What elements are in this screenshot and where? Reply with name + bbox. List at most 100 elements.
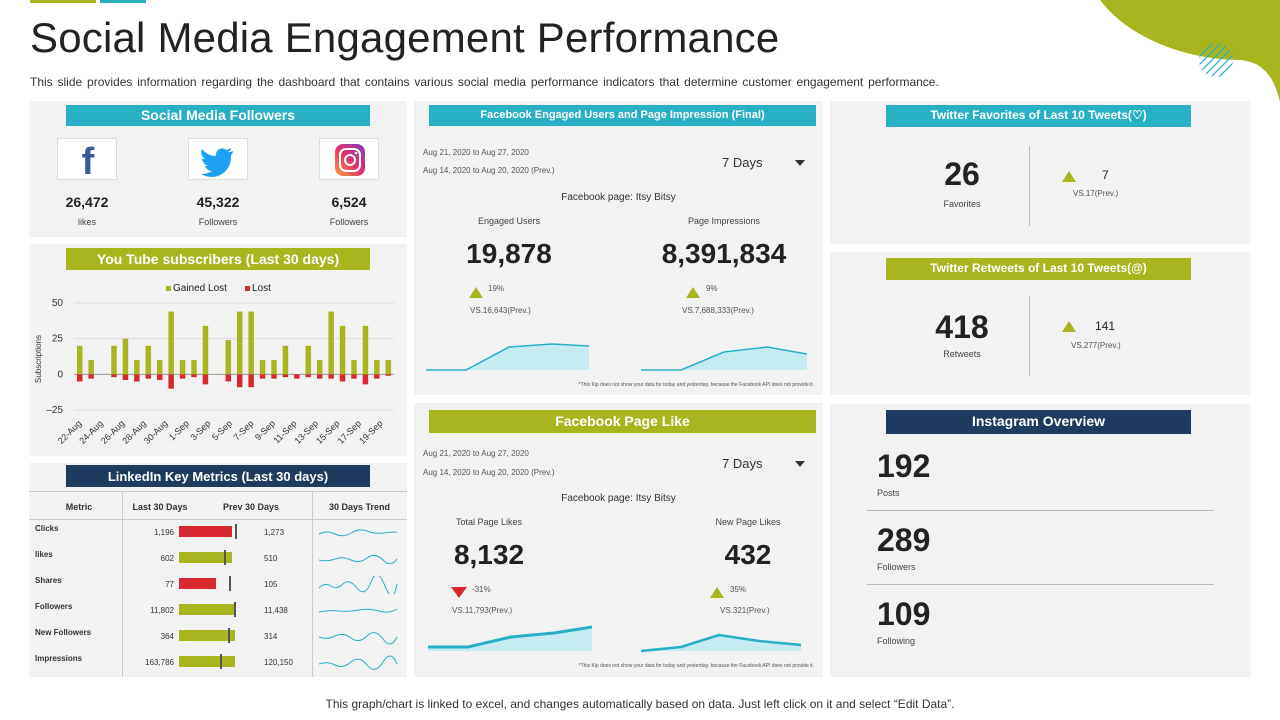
bar-gained <box>374 360 380 375</box>
metric-prev-value: 510 <box>264 554 278 563</box>
linkedin-title: LinkedIn Key Metrics (Last 30 days) <box>66 465 370 487</box>
bar-lost <box>122 374 129 381</box>
metric-prev-marker <box>228 628 230 643</box>
bar-lost <box>351 374 357 379</box>
favorites-value: 26 <box>944 156 980 192</box>
x-tick-label: 1-Sep <box>167 418 191 442</box>
metric-trend-sparkline <box>318 529 398 537</box>
bar-gained <box>271 360 277 375</box>
bar-lost <box>111 374 117 378</box>
up-triangle-icon <box>710 587 724 598</box>
chevron-down-icon[interactable] <box>794 460 806 468</box>
bar-lost <box>225 374 232 382</box>
bar-gained <box>362 325 369 375</box>
up-triangle-icon <box>469 287 483 298</box>
bar-gained <box>111 345 117 375</box>
metric-last-value: 602 <box>160 554 174 563</box>
fb-engaged-date-current: Aug 21, 2020 to Aug 27, 2020 <box>423 148 529 157</box>
retweets-change: 141 <box>1095 319 1116 333</box>
instagram-title: Instagram Overview <box>886 410 1191 434</box>
page-impressions-value: 8,391,834 <box>661 238 787 269</box>
bar-gained <box>236 311 243 375</box>
bar-lost <box>134 374 140 382</box>
bar-gained <box>191 360 197 375</box>
linkedin-panel: LinkedIn Key Metrics (Last 30 days) Metr… <box>29 463 407 677</box>
corner-decoration <box>1100 0 1280 102</box>
up-triangle-icon <box>1062 171 1076 182</box>
total-likes-label: Total Page Likes <box>455 517 523 527</box>
bar-lost <box>88 374 94 379</box>
ig-following-label: Following <box>877 636 916 646</box>
bar-lost <box>385 374 392 376</box>
twitter-icon[interactable] <box>188 138 248 180</box>
bar-gained <box>88 360 94 375</box>
metric-trend-sparkline <box>318 655 398 670</box>
twitter-favorites-panel: Twitter Favorites of Last 10 Tweets(♡) 2… <box>830 101 1251 244</box>
instagram-panel: Instagram Overview 192 Posts 289 Followe… <box>830 404 1251 677</box>
instagram-icon[interactable] <box>319 138 379 180</box>
bar-gained <box>305 345 312 375</box>
bar-lost <box>191 374 197 378</box>
bar-gained <box>316 360 323 375</box>
bar-lost <box>179 374 186 379</box>
bar-lost <box>271 374 277 379</box>
bar-gained <box>328 311 334 375</box>
legend-gained-swatch <box>166 286 171 291</box>
chevron-down-icon[interactable] <box>794 159 806 167</box>
metric-prev-value: 314 <box>264 632 278 641</box>
ig-posts-label: Posts <box>877 488 900 498</box>
fb-engaged-title: Facebook Engaged Users and Page Impressi… <box>429 105 816 126</box>
metric-bar <box>179 630 235 641</box>
total-likes-value: 8,132 <box>453 539 525 570</box>
youtube-panel: You Tube subscribers (Last 30 days) Gain… <box>29 244 407 456</box>
x-tick-label: 19-Sep <box>357 418 385 446</box>
favorites-label: Favorites <box>943 199 981 209</box>
svg-text:f: f <box>82 141 95 181</box>
bar-gained <box>282 345 289 375</box>
fb-like-date-prev: Aug 14, 2020 to Aug 20, 2020 (Prev.) <box>423 468 555 477</box>
metric-last-value: 11,802 <box>150 606 174 615</box>
followers-panel: Social Media Followers f 26,472 likes 45… <box>29 101 407 237</box>
engaged-users-prev: VS.16,643(Prev.) <box>470 306 531 315</box>
table-row: Followers 11,802 11,438 <box>29 599 407 625</box>
metric-prev-marker <box>224 550 226 565</box>
fb-engaged-period-select[interactable]: 7 Days <box>722 155 763 170</box>
table-row: Clicks 1,196 1,273 <box>29 521 407 547</box>
metric-name: likes <box>35 550 53 559</box>
bar-gained <box>122 338 129 375</box>
page-impressions-label: Page Impressions <box>687 216 761 226</box>
x-tick-label: 5-Sep <box>210 418 234 442</box>
fb-like-period-select[interactable]: 7 Days <box>722 456 763 471</box>
metric-prev-value: 1,273 <box>264 528 285 537</box>
bar-lost <box>76 374 83 382</box>
metric-prev-value: 11,438 <box>264 606 288 615</box>
metric-bar <box>179 526 232 537</box>
col-metric: Metric <box>65 502 93 512</box>
metric-prev-marker <box>229 576 231 591</box>
page-subtitle: This slide provides information regardin… <box>30 75 939 89</box>
bar-lost <box>156 374 163 381</box>
engaged-users-label: Engaged Users <box>477 216 541 226</box>
bar-gained <box>339 325 346 375</box>
bar-gained <box>385 360 392 375</box>
col-last-30: Last 30 Days <box>132 502 188 512</box>
twitter-retweets-title: Twitter Retweets of Last 10 Tweets(@) <box>886 258 1191 280</box>
bar-lost <box>305 374 312 378</box>
legend-gained-label: Gained Lost <box>173 283 227 294</box>
metric-bar <box>179 604 235 615</box>
facebook-icon[interactable]: f <box>57 138 117 183</box>
metric-bar <box>179 578 216 589</box>
x-tick-label: 3-Sep <box>188 418 212 442</box>
fb-like-page-label: Facebook page: Itsy Bitsy <box>561 493 676 504</box>
total-likes-sparkline <box>428 625 593 651</box>
followers-title: Social Media Followers <box>66 105 370 126</box>
metric-name: Followers <box>35 602 73 611</box>
fb-like-title: Facebook Page Like <box>429 410 816 433</box>
bar-lost <box>168 374 174 389</box>
legend-lost-label: Lost <box>252 283 271 294</box>
bar-lost <box>248 374 254 388</box>
youtube-title: You Tube subscribers (Last 30 days) <box>66 248 370 270</box>
bar-lost <box>282 374 289 378</box>
page-impressions-prev: VS.7,688,333(Prev.) <box>682 306 754 315</box>
bar-lost <box>328 374 334 379</box>
